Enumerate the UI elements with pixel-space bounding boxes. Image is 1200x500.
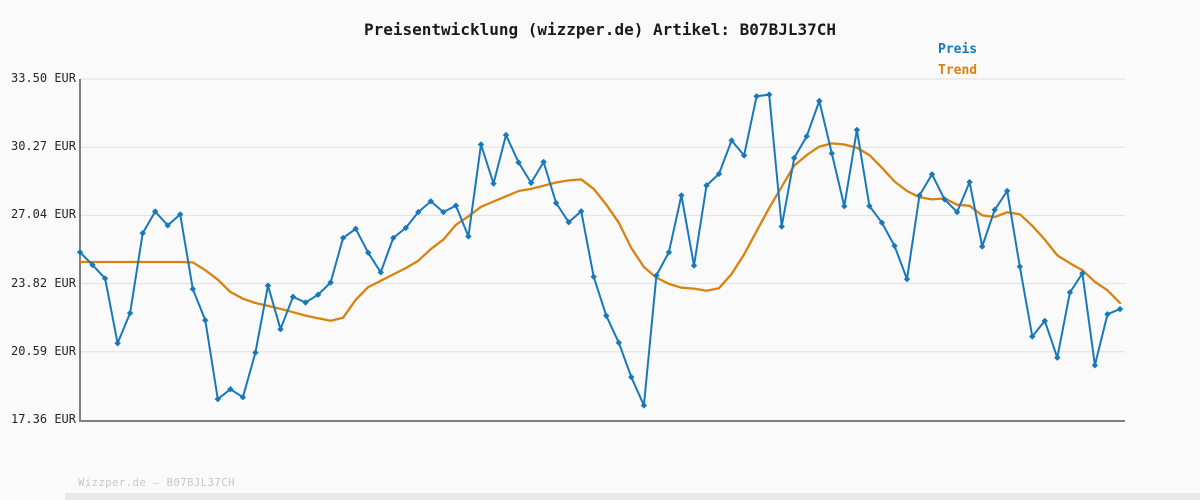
y-tick-label: 33.50 EUR	[10, 71, 76, 85]
bottom-scrollbar-track	[65, 493, 1200, 500]
chart-legend: Preis Trend	[938, 39, 977, 81]
y-tick-label: 27.04 EUR	[10, 207, 76, 222]
price-markers	[76, 91, 1124, 409]
y-tick-label: 30.27 EUR	[10, 139, 76, 154]
y-tick-label: 17.36 EUR	[10, 412, 76, 426]
legend-trend-label: Trend	[938, 63, 978, 78]
footer-watermark: Wizzper.de – B07BJL37CH	[78, 477, 235, 489]
y-tick-label: 23.82 EUR	[10, 275, 76, 290]
page-title: Preisentwicklung (wizzper.de) Artikel: B…	[363, 20, 836, 39]
y-tick-label: 20.59 EUR	[10, 343, 76, 358]
legend-preis-label: Preis	[938, 42, 978, 57]
price-line	[79, 93, 1121, 407]
